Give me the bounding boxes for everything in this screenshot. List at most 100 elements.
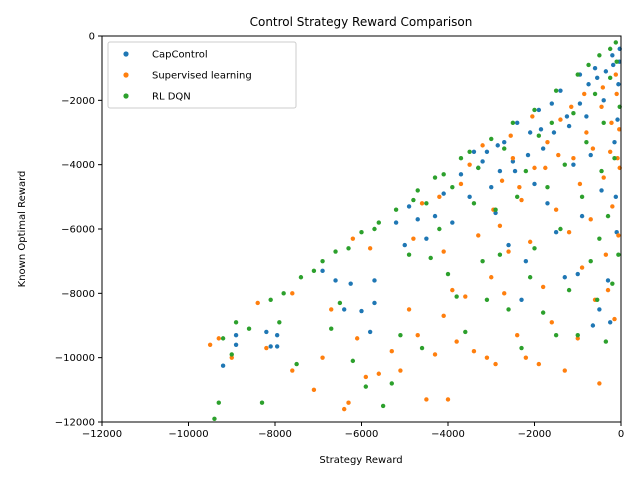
data-point bbox=[584, 114, 589, 119]
data-point bbox=[553, 230, 559, 235]
data-point bbox=[553, 88, 559, 93]
data-point bbox=[432, 352, 438, 357]
data-point bbox=[406, 204, 412, 209]
data-point bbox=[605, 278, 611, 283]
data-point bbox=[389, 349, 394, 354]
data-point bbox=[372, 226, 377, 232]
data-point bbox=[467, 194, 472, 200]
data-point bbox=[495, 143, 500, 148]
data-point bbox=[577, 101, 583, 106]
data-point bbox=[480, 159, 485, 164]
data-point bbox=[502, 146, 507, 151]
y-axis-label: Known Optimal Reward bbox=[17, 171, 28, 288]
data-point bbox=[615, 117, 620, 122]
data-point bbox=[540, 310, 546, 315]
data-point bbox=[579, 265, 585, 270]
data-point bbox=[609, 120, 614, 126]
data-point bbox=[519, 197, 524, 203]
data-point bbox=[359, 308, 364, 314]
data-point bbox=[612, 139, 617, 145]
data-point bbox=[363, 374, 369, 380]
data-point bbox=[586, 62, 591, 68]
data-point bbox=[508, 133, 513, 138]
data-point bbox=[614, 91, 619, 97]
data-point bbox=[590, 323, 596, 328]
series-2 bbox=[212, 40, 622, 421]
data-point bbox=[471, 201, 477, 206]
data-point bbox=[610, 53, 615, 58]
data-point bbox=[471, 349, 477, 354]
data-point bbox=[402, 242, 407, 248]
y-tick-label: 0 bbox=[89, 32, 95, 43]
data-point bbox=[463, 294, 468, 299]
data-point bbox=[298, 275, 304, 280]
data-point bbox=[532, 246, 537, 251]
data-point bbox=[229, 355, 234, 360]
points-layer bbox=[207, 40, 622, 421]
x-axis: −12000 −10000 −8000 −6000 −4000 −2000 0 bbox=[82, 422, 624, 440]
data-point bbox=[454, 294, 459, 299]
data-point bbox=[506, 307, 511, 312]
data-point bbox=[320, 268, 325, 274]
data-point bbox=[458, 181, 464, 187]
data-point bbox=[536, 107, 542, 113]
data-point bbox=[616, 82, 621, 87]
data-point bbox=[311, 268, 317, 274]
data-point bbox=[454, 339, 459, 344]
data-point bbox=[523, 258, 529, 264]
data-point bbox=[588, 258, 593, 264]
data-point bbox=[556, 152, 561, 158]
data-point bbox=[437, 194, 442, 200]
data-point bbox=[445, 271, 451, 277]
y-tick-label: −10000 bbox=[55, 353, 95, 364]
data-point bbox=[523, 168, 529, 174]
data-point bbox=[549, 101, 554, 106]
data-point bbox=[540, 284, 546, 290]
data-point bbox=[597, 381, 602, 386]
data-point bbox=[274, 332, 280, 338]
data-point bbox=[329, 307, 334, 312]
data-point bbox=[367, 329, 373, 335]
data-point bbox=[562, 275, 567, 280]
data-point bbox=[363, 384, 369, 389]
x-tick-label: −10000 bbox=[168, 429, 208, 440]
data-point bbox=[601, 175, 606, 180]
data-point bbox=[348, 281, 353, 286]
data-point bbox=[562, 162, 567, 167]
legend-marker bbox=[123, 51, 129, 57]
y-tick-label: −2000 bbox=[61, 96, 95, 107]
data-point bbox=[441, 191, 446, 196]
data-point bbox=[502, 291, 507, 296]
data-point bbox=[575, 271, 580, 277]
data-point bbox=[437, 226, 442, 232]
data-point bbox=[558, 117, 563, 122]
data-point bbox=[489, 275, 494, 280]
data-point bbox=[233, 320, 239, 325]
x-axis-label: Strategy Reward bbox=[319, 455, 402, 466]
data-point bbox=[512, 168, 518, 174]
data-point bbox=[220, 363, 226, 368]
data-point bbox=[601, 120, 606, 126]
data-point bbox=[367, 246, 373, 251]
data-point bbox=[553, 207, 559, 212]
data-point bbox=[515, 120, 520, 126]
data-point bbox=[592, 91, 598, 97]
data-point bbox=[471, 149, 477, 154]
data-point bbox=[599, 104, 604, 109]
data-point bbox=[458, 172, 464, 177]
data-point bbox=[515, 194, 520, 200]
data-point bbox=[432, 213, 438, 219]
data-point bbox=[450, 220, 455, 225]
data-point bbox=[346, 246, 351, 251]
data-point bbox=[212, 416, 217, 421]
data-point bbox=[525, 152, 531, 158]
data-point bbox=[566, 287, 572, 293]
data-point bbox=[536, 361, 542, 367]
legend-marker bbox=[123, 93, 129, 99]
x-tick-label: 0 bbox=[618, 429, 624, 440]
data-point bbox=[613, 72, 619, 77]
data-point bbox=[599, 188, 604, 193]
data-point bbox=[246, 326, 252, 331]
data-point bbox=[320, 355, 325, 360]
data-point bbox=[432, 175, 438, 180]
